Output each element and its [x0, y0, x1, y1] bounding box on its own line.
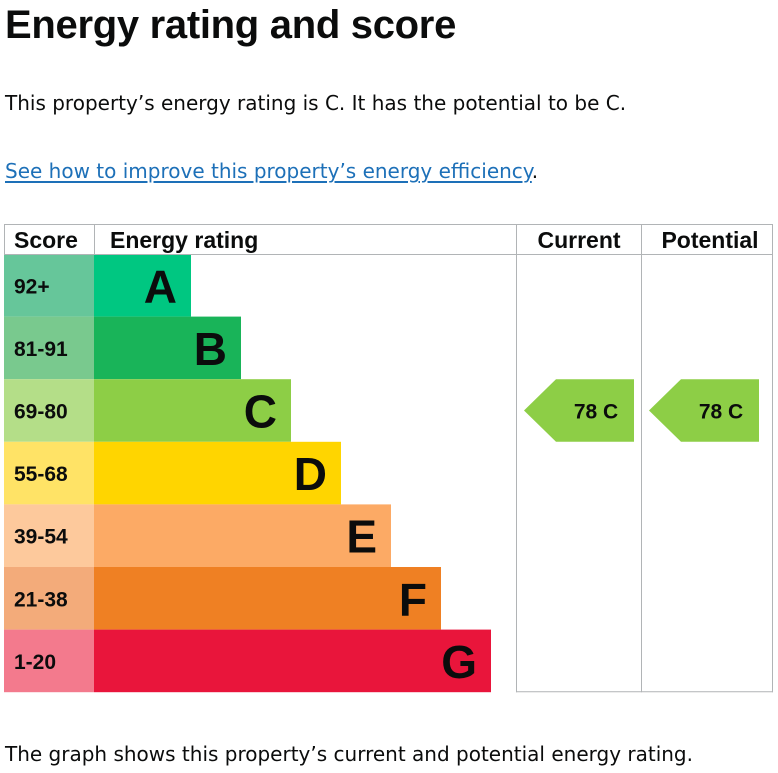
current-arrow: [524, 379, 634, 442]
score-cell-g: [4, 629, 94, 693]
improve-efficiency-link[interactable]: See how to improve this property’s energ…: [5, 159, 532, 183]
band-letter-e: E: [346, 511, 377, 563]
band-range-g: 1-20: [14, 651, 56, 674]
score-cell-e: [4, 504, 94, 567]
band-range-f: 21-38: [14, 588, 68, 611]
score-cell-c: [4, 379, 94, 442]
header-score: Score: [14, 227, 78, 253]
header-energy-rating: Energy rating: [110, 227, 258, 253]
header-layer: Score Energy rating Current Potential: [14, 227, 759, 253]
band-range-d: 55-68: [14, 463, 68, 486]
score-cell-a: [4, 254, 94, 317]
band-letter-d: D: [294, 448, 327, 500]
band-letter-a: A: [144, 260, 177, 312]
potential-rating-label: 78 C: [699, 401, 743, 424]
potential-arrow: [649, 379, 759, 442]
bands-layer: 92+ A 81-91 B 69-80 C 55-68 D 39-54 E 21-38 F 1-20 G: [4, 254, 491, 693]
band-letter-g: G: [441, 636, 477, 688]
band-range-a: 92+: [14, 275, 50, 298]
arrow-layer: 78 C 78 C: [524, 379, 759, 442]
current-rating-label: 78 C: [574, 401, 618, 424]
grid-layer: [4, 224, 773, 693]
page-title: Energy rating and score: [5, 3, 457, 47]
band-range-e: 39-54: [14, 526, 68, 549]
band-letter-b: B: [194, 323, 227, 375]
band-bar-g: [94, 629, 491, 693]
score-cell-f: [4, 567, 94, 630]
band-bar-c: [94, 379, 291, 442]
graph-caption: The graph shows this property’s current …: [5, 742, 693, 766]
band-range-b: 81-91: [14, 338, 68, 361]
rating-summary: This property’s energy rating is C. It h…: [5, 91, 627, 115]
band-bar-e: [94, 504, 391, 567]
link-suffix: .: [531, 159, 539, 183]
band-letter-c: C: [244, 386, 277, 438]
band-bar-f: [94, 567, 441, 630]
band-letter-f: F: [399, 573, 427, 625]
band-bar-a: [94, 254, 191, 317]
header-potential: Potential: [661, 227, 758, 253]
band-bar-d: [94, 441, 341, 505]
band-range-c: 69-80: [14, 401, 68, 424]
score-cell-b: [4, 316, 94, 380]
score-cell-d: [4, 441, 94, 505]
header-current: Current: [537, 227, 620, 253]
improve-paragraph: See how to improve this property’s energ…: [5, 157, 538, 185]
band-bar-b: [94, 316, 241, 380]
